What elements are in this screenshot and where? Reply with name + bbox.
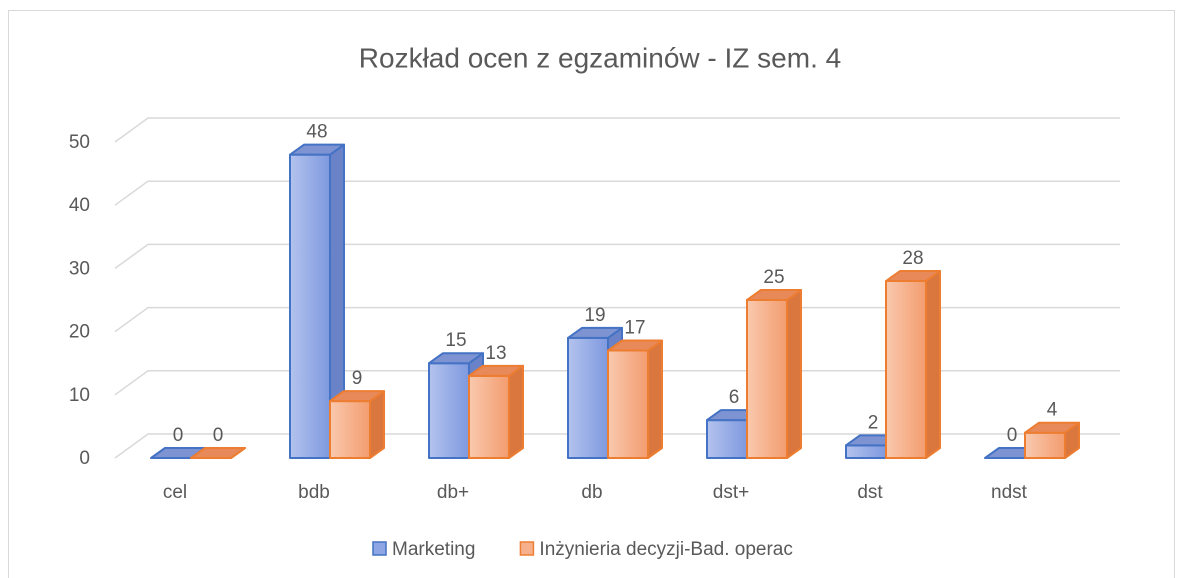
bar-top [329, 390, 385, 403]
bar-top [190, 447, 246, 459]
bar [706, 419, 748, 459]
bar [845, 444, 887, 459]
bar [1024, 431, 1066, 460]
y-tick-label: 20 [69, 322, 90, 343]
grid-line [114, 243, 1120, 270]
bar-side [786, 289, 802, 459]
data-label: 48 [306, 122, 327, 143]
y-tick-label: 0 [79, 448, 90, 469]
bar-side [647, 339, 663, 459]
x-tick-label: ndst [991, 482, 1028, 503]
data-label: 9 [352, 368, 363, 389]
bar-top [567, 326, 623, 339]
x-tick-label: dst+ [713, 482, 749, 503]
legend-label: Inżynieria decyzji-Bad. operac [539, 539, 792, 560]
bar-side [369, 390, 385, 459]
y-tick-label: 40 [69, 195, 90, 216]
bar-top [746, 289, 802, 301]
bar [428, 362, 470, 460]
x-tick-label: db+ [437, 482, 469, 503]
x-tick-label: cel [163, 482, 187, 503]
x-tick-label: db [581, 482, 602, 503]
data-label: 0 [213, 425, 224, 446]
data-label: 28 [902, 248, 923, 269]
x-tick-label: bdb [298, 482, 330, 503]
bar-top [1024, 421, 1080, 434]
grid-line [114, 117, 1120, 143]
bar-top [428, 352, 484, 365]
data-label: 6 [729, 387, 740, 408]
y-tick-label: 50 [69, 132, 90, 153]
data-label: 15 [445, 330, 466, 351]
bar [746, 299, 788, 459]
data-label: 0 [1007, 425, 1018, 446]
x-tick-label: dst [857, 482, 883, 503]
legend-label: Marketing [392, 539, 475, 560]
bar [567, 336, 609, 460]
bar [329, 400, 371, 459]
data-label: 25 [763, 267, 784, 288]
bar-side [508, 364, 524, 459]
data-label: 0 [173, 425, 184, 446]
data-label: 2 [868, 412, 879, 433]
bar-top [289, 143, 345, 156]
data-label: 4 [1047, 400, 1058, 421]
chart-border [8, 10, 1175, 578]
legend-swatch [372, 541, 387, 556]
data-label: 13 [485, 343, 506, 364]
bar-side [925, 270, 941, 459]
bar [885, 280, 927, 460]
bar [289, 153, 331, 459]
y-tick-label: 10 [69, 385, 90, 406]
grid-line [114, 180, 1120, 206]
bar [607, 349, 649, 459]
bar-top [468, 364, 524, 377]
chart-title: Rozkład ocen z egzaminów - IZ sem. 4 [359, 42, 841, 73]
bar [468, 374, 510, 459]
legend-swatch [519, 541, 535, 556]
y-tick-label: 30 [69, 258, 90, 279]
data-label: 19 [584, 305, 605, 326]
bar-top [607, 339, 663, 352]
data-label: 17 [624, 318, 645, 339]
bar-top [885, 270, 941, 283]
